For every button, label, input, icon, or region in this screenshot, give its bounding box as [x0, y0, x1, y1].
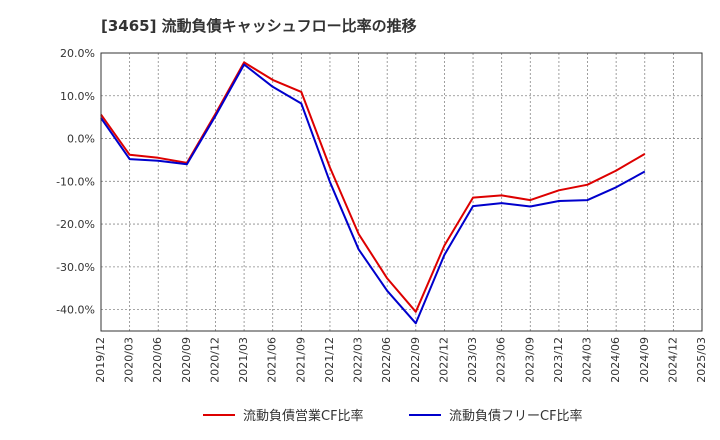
x-tick-label: 2021/09 — [294, 337, 307, 383]
plot-area — [100, 52, 703, 332]
series-line-2 — [100, 63, 646, 325]
series-lines — [100, 61, 646, 325]
chart-title: [3465] 流動負債キャッシュフロー比率の推移 — [101, 17, 417, 35]
y-tick-label: -10.0% — [56, 175, 95, 188]
x-tick-label: 2024/12 — [666, 337, 679, 383]
x-tick-label: 2022/03 — [352, 337, 365, 383]
grid — [101, 53, 702, 331]
y-tick-label: 0.0% — [67, 133, 95, 146]
y-tick-label: 20.0% — [60, 47, 95, 60]
x-tick-label: 2022/06 — [380, 337, 393, 383]
x-tick-label: 2023/03 — [466, 337, 479, 383]
x-tick-label: 2021/03 — [237, 337, 250, 383]
y-axis-ticks: 20.0% 10.0% 0.0% -10.0% -20.0% -30.0% -40.0% — [56, 47, 95, 317]
x-tick-label: 2019/12 — [94, 337, 107, 383]
x-tick-label: 2022/09 — [409, 337, 422, 383]
y-tick-label: -40.0% — [56, 304, 95, 317]
x-tick-label: 2020/12 — [208, 337, 221, 383]
y-tick-label: -20.0% — [56, 218, 95, 231]
x-tick-label: 2020/09 — [180, 337, 193, 383]
x-tick-label: 2025/03 — [695, 337, 708, 383]
x-tick-label: 2020/06 — [151, 337, 164, 383]
series-line-1 — [100, 61, 646, 313]
x-tick-label: 2021/12 — [323, 337, 336, 383]
x-tick-label: 2022/12 — [437, 337, 450, 383]
x-tick-label: 2023/06 — [495, 337, 508, 383]
x-tick-label: 2024/09 — [638, 337, 651, 383]
y-tick-label: 10.0% — [60, 90, 95, 103]
x-axis-ticks: 2019/12 2020/03 2020/06 2020/09 2020/12 2021/… — [94, 337, 708, 383]
legend-label-1: 流動負債営業CF比率 — [243, 408, 364, 424]
x-tick-label: 2020/03 — [123, 337, 136, 383]
x-tick-label: 2024/06 — [609, 337, 622, 383]
y-tick-label: -30.0% — [56, 261, 95, 274]
x-tick-label: 2023/09 — [523, 337, 536, 383]
x-tick-label: 2021/06 — [266, 337, 279, 383]
legend-label-2: 流動負債フリーCF比率 — [449, 408, 583, 424]
x-tick-label: 2024/03 — [581, 337, 594, 383]
legend: 流動負債営業CF比率 流動負債フリーCF比率 — [203, 408, 583, 424]
x-tick-label: 2023/12 — [552, 337, 565, 383]
